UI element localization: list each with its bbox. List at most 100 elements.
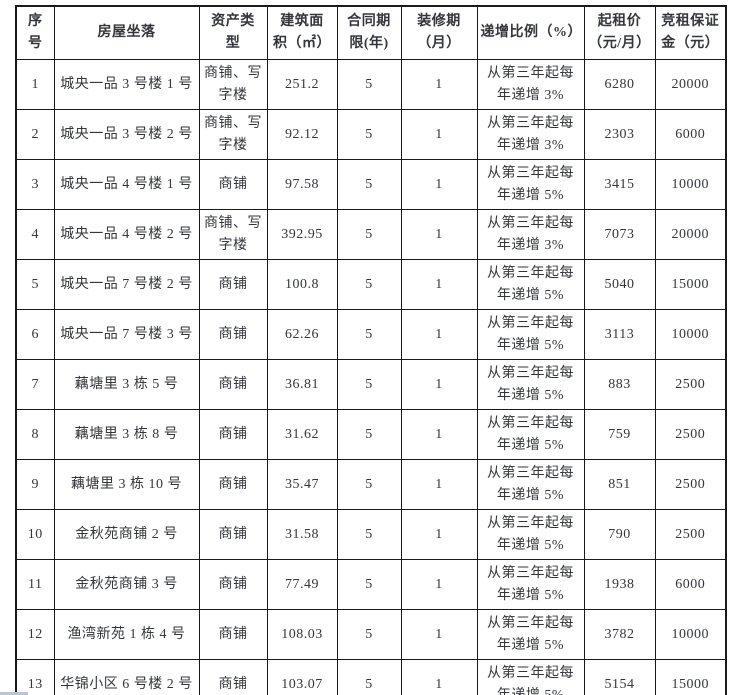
column-header-starting_rent: 起租价 （元/月） <box>583 5 656 60</box>
cell-area_sqm: 251.2 <box>266 59 338 110</box>
cell-renovation_months: 1 <box>400 309 478 360</box>
cell-increase_ratio: 从第三年起每 年递增 5% <box>476 159 585 210</box>
cell-increase_ratio: 从第三年起每 年递增 3% <box>476 59 585 110</box>
cell-renovation_months: 1 <box>400 159 478 210</box>
column-header-area_sqm: 建筑面 积（㎡） <box>266 5 338 60</box>
cell-contract_years: 5 <box>336 559 402 610</box>
column-header-location: 房屋坐落 <box>53 5 200 60</box>
cell-area_sqm: 92.12 <box>266 109 338 160</box>
cell-bid_deposit: 6000 <box>654 559 727 610</box>
cell-asset_type: 商铺、写 字楼 <box>198 59 268 110</box>
cell-bid_deposit: 10000 <box>654 309 727 360</box>
cell-increase_ratio: 从第三年起每 年递增 5% <box>476 659 585 695</box>
cell-location: 藕塘里 3 栋 5 号 <box>53 359 200 410</box>
table-row: 7 藕塘里 3 栋 5 号商铺 36.81 5 1 从第三年起每 年递增 5% 883 250… <box>15 359 727 410</box>
cell-asset_type: 商铺 <box>198 659 268 695</box>
cell-index: 10 <box>15 509 55 560</box>
cell-bid_deposit: 2500 <box>654 409 727 460</box>
cell-index: 11 <box>15 559 55 610</box>
cell-increase_ratio: 从第三年起每 年递增 3% <box>476 209 585 260</box>
cell-increase_ratio: 从第三年起每 年递增 5% <box>476 459 585 510</box>
cell-index: 9 <box>15 459 55 510</box>
cell-renovation_months: 1 <box>400 209 478 260</box>
cell-starting_rent: 5154 <box>583 659 656 695</box>
cell-increase_ratio: 从第三年起每 年递增 5% <box>476 359 585 410</box>
cell-renovation_months: 1 <box>400 559 478 610</box>
cell-area_sqm: 35.47 <box>266 459 338 510</box>
table-row: 8 藕塘里 3 栋 8 号商铺 31.62 5 1 从第三年起每 年递增 5% 759 250… <box>15 409 727 460</box>
cell-area_sqm: 103.07 <box>266 659 338 695</box>
cell-location: 城央一品 4 号楼 1 号 <box>53 159 200 210</box>
cell-location: 华锦小区 6 号楼 2 号 <box>53 659 200 695</box>
cell-location: 渔湾新苑 1 栋 4 号 <box>53 609 200 660</box>
cell-asset_type: 商铺 <box>198 459 268 510</box>
column-header-renovation_months: 装修期 （月） <box>400 5 478 60</box>
cell-contract_years: 5 <box>336 209 402 260</box>
cell-index: 5 <box>15 259 55 310</box>
cell-bid_deposit: 20000 <box>654 59 727 110</box>
cell-asset_type: 商铺、写 字楼 <box>198 109 268 160</box>
cell-starting_rent: 1938 <box>583 559 656 610</box>
cell-asset_type: 商铺 <box>198 309 268 360</box>
cell-asset_type: 商铺 <box>198 259 268 310</box>
cell-contract_years: 5 <box>336 59 402 110</box>
column-header-bid_deposit: 竞租保证 金（元） <box>654 5 727 60</box>
cell-index: 8 <box>15 409 55 460</box>
cell-increase_ratio: 从第三年起每 年递增 5% <box>476 309 585 360</box>
cell-asset_type: 商铺、写 字楼 <box>198 209 268 260</box>
table-row: 10 金秋苑商铺 2 号商铺 31.58 5 1 从第三年起每 年递增 5% 790 2500 <box>15 509 727 560</box>
cell-asset_type: 商铺 <box>198 359 268 410</box>
cell-index: 2 <box>15 109 55 160</box>
cell-contract_years: 5 <box>336 409 402 460</box>
cell-contract_years: 5 <box>336 459 402 510</box>
header-row: 序 号房屋坐落 资产类 型建筑面 积（㎡） 合同期 限(年) 装修期 （月） 递增比例（… <box>15 5 727 60</box>
cell-bid_deposit: 2500 <box>654 359 727 410</box>
table-row: 5 城央一品 7 号楼 2 号商铺 100.8 5 1 从第三年起每 年递增 5% 5040… <box>15 259 727 310</box>
cell-bid_deposit: 15000 <box>654 259 727 310</box>
cell-increase_ratio: 从第三年起每 年递增 5% <box>476 259 585 310</box>
cell-starting_rent: 3782 <box>583 609 656 660</box>
rental-table: 序 号房屋坐落 资产类 型建筑面 积（㎡） 合同期 限(年) 装修期 （月） 递增比例（… <box>15 5 727 695</box>
cell-contract_years: 5 <box>336 109 402 160</box>
cell-contract_years: 5 <box>336 259 402 310</box>
cell-renovation_months: 1 <box>400 509 478 560</box>
cell-renovation_months: 1 <box>400 609 478 660</box>
cell-index: 7 <box>15 359 55 410</box>
table-row: 9 藕塘里 3 栋 10 号商铺 35.47 5 1 从第三年起每 年递增 5% 851 25… <box>15 459 727 510</box>
page-edge-artifact <box>0 692 28 695</box>
cell-index: 3 <box>15 159 55 210</box>
table-row: 2 城央一品 3 号楼 2 号商铺、写 字楼 92.12 5 1 从第三年起每 年递增 3… <box>15 109 727 160</box>
cell-bid_deposit: 10000 <box>654 609 727 660</box>
cell-starting_rent: 2303 <box>583 109 656 160</box>
cell-bid_deposit: 20000 <box>654 209 727 260</box>
cell-index: 4 <box>15 209 55 260</box>
cell-location: 金秋苑商铺 3 号 <box>53 559 200 610</box>
cell-starting_rent: 790 <box>583 509 656 560</box>
cell-contract_years: 5 <box>336 309 402 360</box>
cell-starting_rent: 851 <box>583 459 656 510</box>
cell-area_sqm: 108.03 <box>266 609 338 660</box>
cell-contract_years: 5 <box>336 359 402 410</box>
cell-location: 藕塘里 3 栋 8 号 <box>53 409 200 460</box>
cell-area_sqm: 97.58 <box>266 159 338 210</box>
cell-area_sqm: 77.49 <box>266 559 338 610</box>
table-row: 4 城央一品 4 号楼 2 号商铺、写 字楼 392.95 5 1 从第三年起每 年递增 … <box>15 209 727 260</box>
cell-area_sqm: 31.62 <box>266 409 338 460</box>
cell-renovation_months: 1 <box>400 59 478 110</box>
cell-area_sqm: 36.81 <box>266 359 338 410</box>
cell-bid_deposit: 10000 <box>654 159 727 210</box>
column-header-contract_years: 合同期 限(年) <box>336 5 402 60</box>
table-row: 1 城央一品 3 号楼 1 号商铺、写 字楼 251.2 5 1 从第三年起每 年递增 3… <box>15 59 727 110</box>
table-row: 6 城央一品 7 号楼 3 号商铺 62.26 5 1 从第三年起每 年递增 5% 3113… <box>15 309 727 360</box>
cell-increase_ratio: 从第三年起每 年递增 5% <box>476 559 585 610</box>
cell-location: 城央一品 4 号楼 2 号 <box>53 209 200 260</box>
cell-renovation_months: 1 <box>400 109 478 160</box>
cell-starting_rent: 6280 <box>583 59 656 110</box>
column-header-index: 序 号 <box>15 5 55 60</box>
table-header: 序 号房屋坐落 资产类 型建筑面 积（㎡） 合同期 限(年) 装修期 （月） 递增比例（… <box>15 5 727 60</box>
cell-index: 13 <box>15 659 55 695</box>
cell-starting_rent: 759 <box>583 409 656 460</box>
column-header-asset_type: 资产类 型 <box>198 5 268 60</box>
cell-asset_type: 商铺 <box>198 409 268 460</box>
